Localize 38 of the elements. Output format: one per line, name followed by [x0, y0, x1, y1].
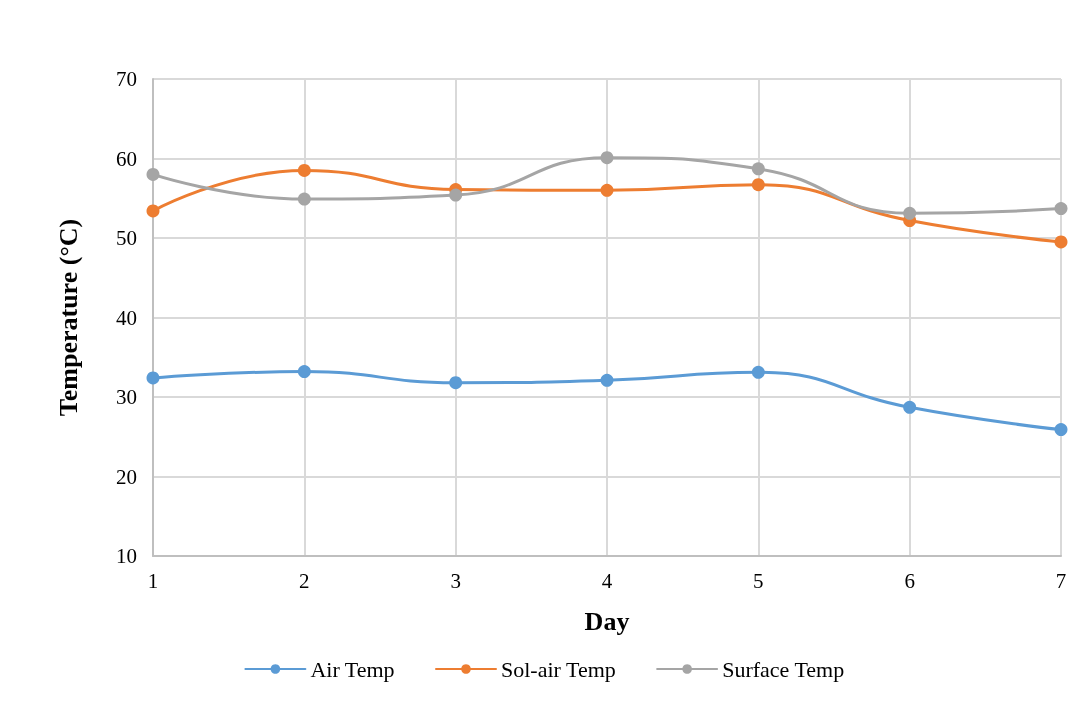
- point: [1054, 423, 1068, 437]
- point: [1054, 202, 1068, 216]
- point: [1054, 235, 1068, 249]
- y-tick-label: 10: [116, 544, 137, 568]
- legend-label: Surface Temp: [722, 656, 845, 682]
- point: [449, 188, 463, 202]
- point: [903, 400, 917, 414]
- point: [297, 163, 311, 177]
- x-axis-title: Day: [584, 606, 630, 636]
- x-tick-label: 5: [753, 568, 764, 593]
- point: [146, 204, 160, 218]
- point: [146, 371, 160, 385]
- y-tick-label: 70: [116, 67, 137, 91]
- y-tick-label: 30: [116, 385, 137, 409]
- y-tick-label: 40: [116, 305, 137, 330]
- x-tick-label: 6: [904, 568, 915, 593]
- x-tick-label: 4: [601, 568, 613, 593]
- x-tick-label: 2: [299, 568, 310, 593]
- point: [146, 167, 160, 181]
- y-tick-label: 50: [116, 226, 137, 250]
- point: [903, 206, 917, 220]
- y-tick-label: 20: [116, 464, 137, 489]
- point: [449, 376, 463, 390]
- point: [600, 151, 614, 165]
- x-tick-label: 3: [450, 568, 461, 593]
- point: [297, 365, 311, 379]
- x-tick-label: 1: [147, 568, 159, 593]
- point: [751, 178, 765, 192]
- point: [600, 373, 614, 387]
- legend-label: Air Temp: [310, 656, 395, 682]
- x-tick-label: 7: [1055, 568, 1067, 593]
- point: [751, 365, 765, 379]
- point: [600, 183, 614, 197]
- y-axis-title: Temperature (°C): [53, 218, 83, 417]
- legend-label: Sol-air Temp: [500, 656, 616, 682]
- point: [751, 162, 765, 176]
- y-tick-label: 60: [116, 146, 137, 171]
- point: [297, 192, 311, 206]
